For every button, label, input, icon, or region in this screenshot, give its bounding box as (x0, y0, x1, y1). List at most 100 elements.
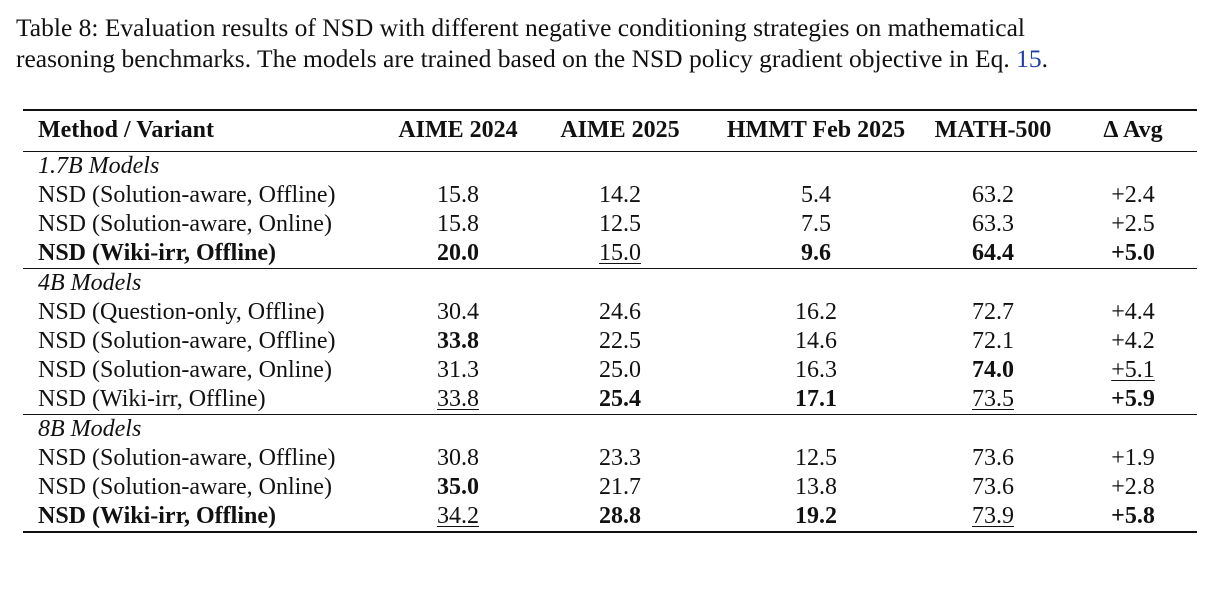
delta-avg-cell: +2.8 (1069, 473, 1197, 502)
group-label: 4B Models (23, 267, 1197, 298)
cell-value: 19.2 (795, 502, 837, 529)
cell-value: +5.8 (1111, 502, 1155, 529)
math-500-cell: 63.3 (917, 210, 1069, 239)
delta-avg-cell: +2.4 (1069, 181, 1197, 210)
math-500-cell: 72.7 (917, 298, 1069, 327)
column-header-delta-avg: Δ Avg (1069, 109, 1197, 152)
group-header-row: 1.7B Models (23, 150, 1197, 181)
cell-value: 63.2 (972, 181, 1014, 208)
cell-value: 33.8 (437, 385, 479, 412)
cell-value: 12.5 (599, 210, 641, 237)
delta-avg-cell: +1.9 (1069, 444, 1197, 473)
method-cell: NSD (Solution-aware, Offline) (38, 444, 336, 471)
table-row: NSD (Wiki-irr, Offline) 20.0 15.0 9.6 64.4 +5… (23, 239, 1197, 269)
math-500-cell: 63.2 (917, 181, 1069, 210)
delta-avg-cell: +4.2 (1069, 327, 1197, 356)
hmmt-feb-2025-cell: 19.2 (715, 501, 917, 533)
table-row: NSD (Wiki-irr, Offline) 34.2 28.8 19.2 73.9 +… (23, 501, 1197, 533)
cell-value: 31.3 (437, 356, 479, 383)
cell-value: +5.0 (1111, 239, 1155, 266)
column-header-math-500: MATH-500 (917, 109, 1069, 152)
aime-2025-cell: 14.2 (525, 181, 715, 210)
aime-2024-cell: 30.4 (391, 298, 525, 327)
cell-value: 28.8 (599, 502, 641, 529)
delta-avg-cell: +5.9 (1069, 385, 1197, 415)
cell-value: 34.2 (437, 502, 479, 529)
aime-2024-cell: 15.8 (391, 181, 525, 210)
delta-avg-cell: +4.4 (1069, 298, 1197, 327)
table-row: NSD (Solution-aware, Online) 15.8 12.5 7.5 6… (23, 210, 1197, 239)
aime-2025-cell: 25.4 (525, 385, 715, 415)
table-row: NSD (Wiki-irr, Offline) 33.8 25.4 17.1 73.5 +… (23, 385, 1197, 415)
hmmt-feb-2025-cell: 14.6 (715, 327, 917, 356)
caption-line-2-text: reasoning benchmarks. The models are tra… (16, 44, 1017, 73)
cell-value: +4.2 (1111, 327, 1155, 354)
cell-value: 21.7 (599, 473, 641, 500)
math-500-cell: 73.6 (917, 473, 1069, 502)
aime-2025-cell: 21.7 (525, 473, 715, 502)
aime-2025-cell: 24.6 (525, 298, 715, 327)
table-row: NSD (Solution-aware, Offline) 30.8 23.3 12.… (23, 444, 1197, 473)
cell-value: 22.5 (599, 327, 641, 354)
cell-value: +5.9 (1111, 385, 1155, 412)
aime-2024-cell: 20.0 (391, 239, 525, 269)
aime-2024-cell: 33.8 (391, 327, 525, 356)
cell-value: 35.0 (437, 473, 479, 500)
aime-2024-cell: 33.8 (391, 385, 525, 415)
caption-line-1: Table 8: Evaluation results of NSD with … (16, 13, 1025, 42)
delta-avg-cell: +5.1 (1069, 356, 1197, 385)
column-header-aime-2025: AIME 2025 (525, 109, 715, 152)
aime-2025-cell: 28.8 (525, 501, 715, 533)
table-row: NSD (Solution-aware, Offline) 15.8 14.2 5.4… (23, 181, 1197, 210)
delta-avg-cell: +2.5 (1069, 210, 1197, 239)
aime-2024-cell: 31.3 (391, 356, 525, 385)
cell-value: 24.6 (599, 298, 641, 325)
hmmt-feb-2025-cell: 17.1 (715, 385, 917, 415)
equation-reference-link[interactable]: 15 (1016, 44, 1042, 73)
cell-value: 73.5 (972, 385, 1014, 412)
aime-2025-cell: 12.5 (525, 210, 715, 239)
results-table-container: Method / Variant AIME 2024 AIME 2025 HMM… (23, 109, 1197, 533)
cell-value: +2.5 (1111, 210, 1155, 237)
cell-value: 73.6 (972, 473, 1014, 500)
method-cell: NSD (Solution-aware, Online) (38, 473, 332, 500)
group-header-row: 4B Models (23, 267, 1197, 298)
cell-value: 33.8 (437, 327, 479, 354)
delta-avg-cell: +5.8 (1069, 501, 1197, 533)
cell-value: 73.6 (972, 444, 1014, 471)
method-cell: NSD (Solution-aware, Offline) (38, 181, 336, 208)
aime-2024-cell: 34.2 (391, 501, 525, 533)
math-500-cell: 74.0 (917, 356, 1069, 385)
cell-value: 74.0 (972, 356, 1014, 383)
cell-value: 30.8 (437, 444, 479, 471)
hmmt-feb-2025-cell: 7.5 (715, 210, 917, 239)
delta-avg-cell: +5.0 (1069, 239, 1197, 269)
cell-value: 63.3 (972, 210, 1014, 237)
method-cell: NSD (Wiki-irr, Offline) (38, 385, 266, 412)
column-header-hmmt-feb-2025: HMMT Feb 2025 (715, 109, 917, 152)
aime-2024-cell: 35.0 (391, 473, 525, 502)
cell-value: 72.7 (972, 298, 1014, 325)
cell-value: 14.2 (599, 181, 641, 208)
aime-2025-cell: 25.0 (525, 356, 715, 385)
cell-value: 17.1 (795, 385, 837, 412)
cell-value: 72.1 (972, 327, 1014, 354)
table-body: 1.7B Models NSD (Solution-aware, Offline)… (23, 150, 1197, 533)
cell-value: 15.0 (599, 239, 641, 266)
math-500-cell: 73.5 (917, 385, 1069, 415)
cell-value: 25.4 (599, 385, 641, 412)
hmmt-feb-2025-cell: 9.6 (715, 239, 917, 269)
math-500-cell: 72.1 (917, 327, 1069, 356)
math-500-cell: 73.6 (917, 444, 1069, 473)
cell-value: 16.3 (795, 356, 837, 383)
cell-value: 73.9 (972, 502, 1014, 529)
column-header-aime-2024: AIME 2024 (391, 109, 525, 152)
cell-value: +2.8 (1111, 473, 1155, 500)
cell-value: +2.4 (1111, 181, 1155, 208)
cell-value: 20.0 (437, 239, 479, 266)
group-header-row: 8B Models (23, 413, 1197, 444)
cell-value: +4.4 (1111, 298, 1155, 325)
method-cell: NSD (Wiki-irr, Offline) (23, 501, 391, 533)
group-label: 1.7B Models (23, 150, 1197, 181)
hmmt-feb-2025-cell: 12.5 (715, 444, 917, 473)
